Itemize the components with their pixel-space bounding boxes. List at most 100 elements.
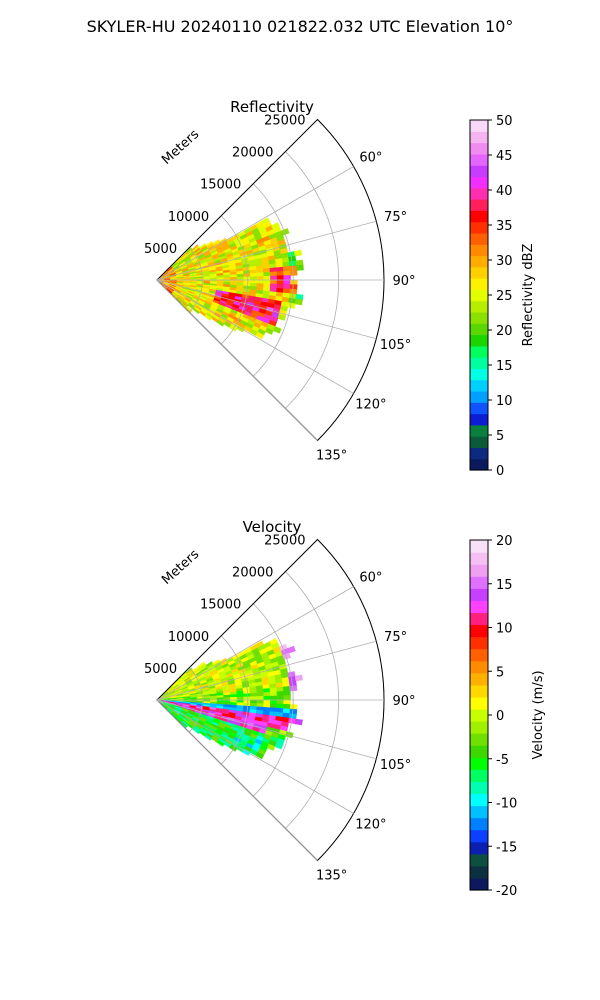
azimuth-gridline xyxy=(156,279,318,441)
field-cell xyxy=(256,279,265,284)
colorbar-segment xyxy=(470,721,488,734)
field-cell xyxy=(276,695,285,701)
azimuth-tick-label: 105° xyxy=(380,758,411,773)
field-cell xyxy=(243,273,251,278)
azimuth-tick-label: 120° xyxy=(355,818,386,833)
radial-tick-label: 15000 xyxy=(200,178,241,193)
colorbar-tick-label: 35 xyxy=(496,219,513,234)
field-cell xyxy=(236,276,245,281)
colorbar-segment xyxy=(470,600,488,614)
field-cell xyxy=(243,696,251,701)
colorbar-segment xyxy=(470,829,488,843)
colorbar-segment xyxy=(470,221,488,234)
colorbar-tick-label: 45 xyxy=(496,149,513,164)
colorbar-segment xyxy=(470,424,488,437)
colorbar-segment xyxy=(470,540,488,553)
field-cell xyxy=(250,699,258,704)
colorbar-segment xyxy=(470,458,488,471)
azimuth-gridline xyxy=(156,586,354,701)
reflectivity-radial-label: Meters xyxy=(159,127,202,168)
field-cell xyxy=(276,691,285,697)
field-cell xyxy=(283,690,291,696)
reflectivity-ticks: 60° 75° 90° 105° 120° 135° 5000 10000 15000 20000… xyxy=(144,113,416,463)
colorbar-segment xyxy=(470,390,488,403)
field-cell xyxy=(230,696,238,701)
velocity-colorbar: -20 -15 -10 -5 0 5 10 15 20 xyxy=(469,534,517,899)
field-cell xyxy=(250,696,258,701)
colorbar-segment xyxy=(470,142,488,155)
azimuth-tick-label: 75° xyxy=(384,210,407,225)
field-cell xyxy=(276,271,285,277)
field-cell xyxy=(289,270,298,276)
colorbar-segment xyxy=(470,300,488,313)
field-cell xyxy=(263,279,271,285)
field-cell xyxy=(270,699,278,705)
reflectivity-field xyxy=(156,217,304,340)
colorbar-segment xyxy=(470,255,488,268)
colorbar-segment xyxy=(470,805,488,819)
field-cell xyxy=(287,302,296,309)
velocity-radial-label: Meters xyxy=(159,547,202,588)
colorbar-tick-label: 40 xyxy=(496,184,513,199)
field-cell xyxy=(192,727,200,735)
colorbar-tick-label: 5 xyxy=(496,429,504,444)
colorbar-segment xyxy=(470,552,488,565)
colorbar-segment xyxy=(470,447,488,460)
reflectivity-colorbar-label: Reflectivity dBZ xyxy=(521,244,536,347)
colorbar-tick-label: 0 xyxy=(496,709,504,724)
field-cell xyxy=(243,693,251,698)
azimuth-gridline xyxy=(156,220,377,281)
field-cell xyxy=(270,275,278,281)
colorbar-tick-label: -20 xyxy=(496,884,517,899)
reflectivity-colorbar: 0 5 10 15 20 25 30 35 40 45 50 xyxy=(469,114,513,479)
colorbar-segment xyxy=(470,244,488,257)
colorbar-segment xyxy=(470,793,488,807)
azimuth-tick-label: 90° xyxy=(392,694,415,709)
azimuth-gridline xyxy=(156,279,377,340)
field-cell xyxy=(243,276,251,281)
figure-suptitle: SKYLER-HU 20240110 021822.032 UTC Elevat… xyxy=(87,17,514,36)
colorbar-segment xyxy=(470,696,488,710)
field-cell xyxy=(294,298,303,306)
azimuth-gridline xyxy=(156,699,377,760)
colorbar-segment xyxy=(470,648,488,662)
field-cell xyxy=(276,266,284,273)
colorbar-tick-label: 5 xyxy=(496,665,504,680)
field-cell xyxy=(266,743,276,751)
colorbar-segment xyxy=(470,853,488,867)
field-cell xyxy=(270,695,278,701)
radial-tick-label: 25000 xyxy=(264,533,305,548)
colorbar-tick-label: 20 xyxy=(496,324,513,339)
field-cell xyxy=(192,307,200,315)
radial-tick-label: 15000 xyxy=(200,598,241,613)
field-cell xyxy=(296,264,304,271)
colorbar-tick-label: -5 xyxy=(496,753,509,768)
field-cell xyxy=(250,276,258,281)
field-cell xyxy=(236,696,245,701)
field-cell xyxy=(290,279,298,286)
field-cell xyxy=(283,699,291,705)
colorbar-segment xyxy=(470,187,488,200)
field-cell xyxy=(289,284,298,290)
reflectivity-panel: Reflectivity 60° 75° 90° 105° 120° 135° 5000 10… xyxy=(144,98,536,479)
field-cell xyxy=(249,272,258,278)
azimuth-gridline xyxy=(156,699,354,814)
field-cell xyxy=(250,279,258,284)
colorbar-segment xyxy=(470,576,488,589)
colorbar-segment xyxy=(470,232,488,245)
field-cell xyxy=(269,691,278,697)
colorbar-segment xyxy=(470,436,488,449)
colorbar-segment xyxy=(470,865,488,879)
field-cell xyxy=(276,275,285,281)
colorbar-segment xyxy=(470,636,488,650)
azimuth-gridline xyxy=(156,640,377,701)
field-cell xyxy=(282,652,292,660)
colorbar-tick-label: 10 xyxy=(496,622,513,637)
colorbar-segment xyxy=(470,379,488,392)
field-cell xyxy=(255,331,265,340)
field-cell xyxy=(265,327,274,335)
colorbar-tick-label: 15 xyxy=(496,578,513,593)
colorbar-segment xyxy=(470,120,488,132)
field-cell xyxy=(276,279,285,285)
